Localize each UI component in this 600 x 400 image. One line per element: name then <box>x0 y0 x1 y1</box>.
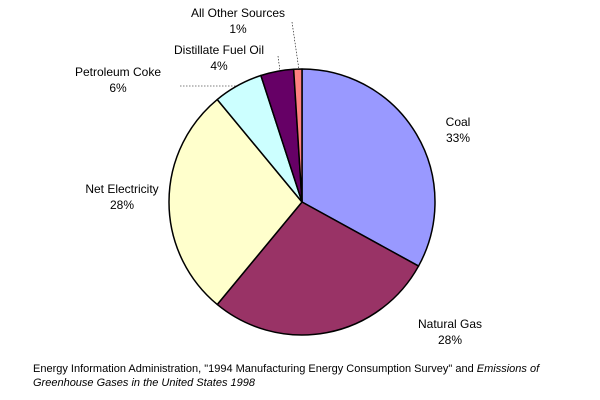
slice-value-all-other-sources: 1% <box>229 22 247 36</box>
pie-slice-natural-gas <box>216 201 420 336</box>
leader-line-all-other-sources <box>291 21 300 71</box>
slice-label-natural-gas: Natural Gas <box>418 317 482 331</box>
slice-labels: Coal 33% Natural Gas 28% Net Electricity 28% P… <box>75 6 482 347</box>
source-title: Emissions of Greenhouse Gases in the Uni… <box>33 363 540 389</box>
slice-label-distillate-fuel-oil: Distillate Fuel Oil <box>174 43 264 57</box>
slice-value-coal: 33% <box>446 131 470 145</box>
leader-lines <box>180 21 300 87</box>
slice-label-petroleum-coke: Petroleum Coke <box>75 65 161 79</box>
leader-line-distillate-fuel-oil <box>277 55 281 72</box>
slice-value-net-electricity: 28% <box>110 198 134 212</box>
slice-value-distillate-fuel-oil: 4% <box>210 59 228 73</box>
pie-slice-net-electricity <box>168 98 303 306</box>
slice-value-natural-gas: 28% <box>438 333 462 347</box>
pie-slice-all-other-sources <box>292 68 303 203</box>
slice-label-coal: Coal <box>446 115 471 129</box>
pie-slices <box>168 68 436 336</box>
slice-label-net-electricity: Net Electricity <box>85 182 158 196</box>
pie-slice-coal <box>301 68 436 267</box>
source-text: Energy Information Administration, "1994… <box>33 363 477 375</box>
slice-label-all-other-sources: All Other Sources <box>191 6 285 20</box>
source-note: Energy Information Administration, "1994… <box>33 362 573 390</box>
pie-chart: Coal 33% Natural Gas 28% Net Electricity 28% P… <box>75 6 482 347</box>
slice-value-petroleum-coke: 6% <box>109 81 127 95</box>
